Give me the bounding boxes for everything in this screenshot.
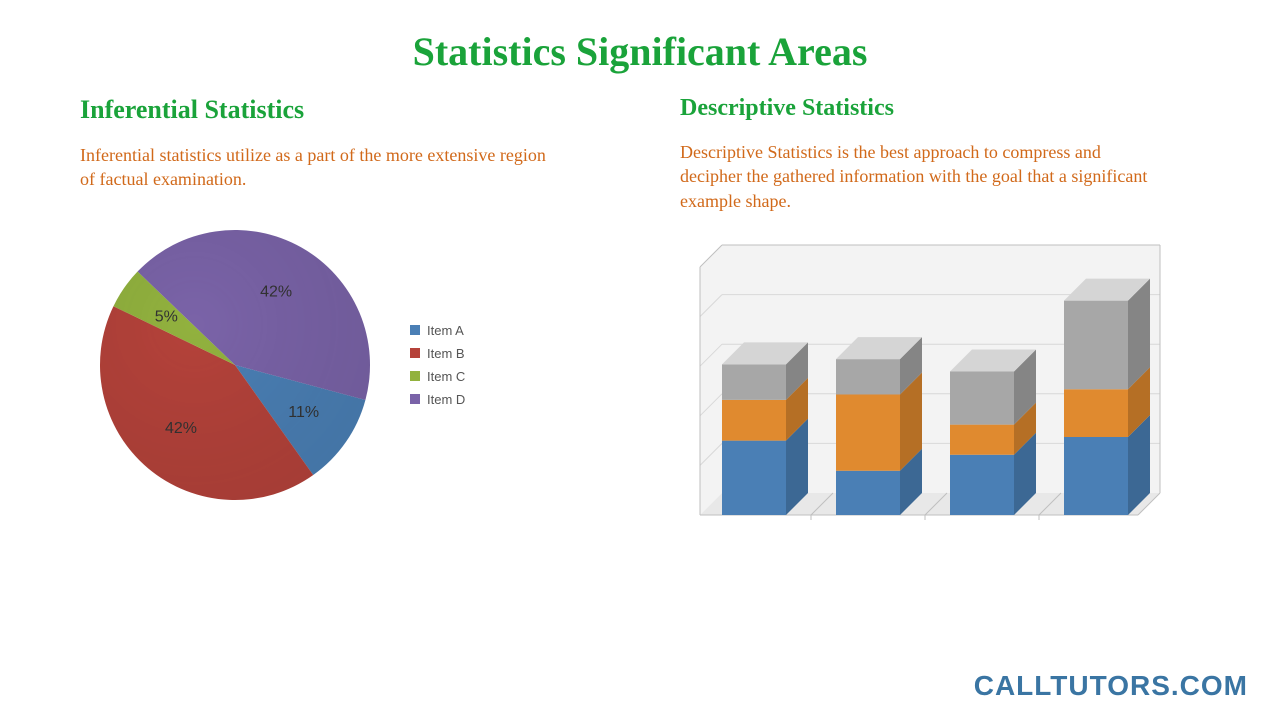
bar-segment (722, 364, 786, 399)
left-column: Inferential Statistics Inferential stati… (80, 95, 620, 540)
legend-swatch (410, 394, 420, 404)
bar-segment (836, 471, 900, 515)
pie-slice-label: 42% (260, 283, 292, 300)
content-columns: Inferential Statistics Inferential stati… (0, 75, 1280, 540)
descriptive-desc: Descriptive Statistics is the best appro… (680, 140, 1160, 213)
bar-segment (836, 394, 900, 470)
legend-swatch (410, 325, 420, 335)
bar-segment (722, 440, 786, 514)
bar-segment (722, 400, 786, 441)
bar-segment (1064, 301, 1128, 390)
page-title: Statistics Significant Areas (0, 0, 1280, 75)
pie-slice-label: 5% (155, 308, 178, 325)
inferential-desc: Inferential statistics utilize as a part… (80, 143, 560, 192)
legend-swatch (410, 348, 420, 358)
bar-chart (680, 235, 1170, 535)
bar-segment (1064, 437, 1128, 515)
right-column: Descriptive Statistics Descriptive Stati… (680, 95, 1220, 540)
pie-chart: 11% 42% 5% 42% (80, 220, 380, 510)
legend-label: Item B (427, 346, 465, 361)
bar-segment (836, 359, 900, 394)
legend-item: Item C (410, 369, 465, 384)
pie-legend: Item A Item B Item C Item D (410, 315, 465, 415)
bar-segment (1064, 389, 1128, 437)
legend-label: Item D (427, 392, 465, 407)
pie-chart-container: 11% 42% 5% 42% Item A Item B Item C Item D (80, 220, 620, 510)
bar-segment (950, 371, 1014, 424)
descriptive-title: Descriptive Statistics (680, 95, 1220, 122)
legend-label: Item A (427, 323, 464, 338)
legend-item: Item D (410, 392, 465, 407)
legend-swatch (410, 371, 420, 381)
legend-item: Item B (410, 346, 465, 361)
pie-slice-label: 11% (288, 404, 319, 421)
bar-segment (950, 425, 1014, 455)
bar-segment (950, 455, 1014, 515)
watermark: CALLTUTORS.COM (974, 670, 1248, 702)
legend-item: Item A (410, 323, 465, 338)
legend-label: Item C (427, 369, 465, 384)
pie-slice-label: 42% (165, 420, 197, 437)
inferential-title: Inferential Statistics (80, 95, 620, 125)
